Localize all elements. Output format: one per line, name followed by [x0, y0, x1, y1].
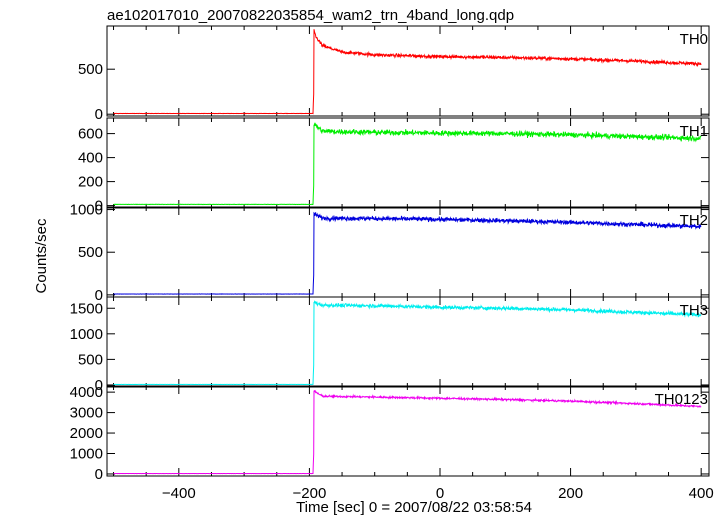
- panel-frame: [106, 25, 710, 117]
- x-axis-label: Time [sec] 0 = 2007/08/22 03:58:54: [296, 499, 532, 516]
- panels: 0 500 TH0 0 200 400 600 TH1 0 500 1000 TH2 0 500 1000 1…: [70, 25, 714, 502]
- panel-frame: [106, 117, 710, 209]
- x-tick-label: 200: [558, 485, 583, 502]
- series-line-th0: [113, 29, 702, 115]
- y-tick-label: 500: [78, 61, 103, 78]
- series-label: TH0: [680, 31, 708, 48]
- y-tick-label: 2000: [70, 425, 103, 442]
- series-label: TH3: [680, 302, 708, 319]
- y-tick-label: 0: [95, 106, 103, 123]
- series-label: TH2: [680, 212, 708, 229]
- panel-th3: 0 500 1000 1500 TH3: [70, 296, 710, 394]
- y-tick-label: 0: [95, 466, 103, 483]
- panel-frame: [106, 206, 710, 298]
- series-label: TH1: [680, 123, 708, 140]
- x-tick-label: −200: [293, 485, 327, 502]
- series-line-th0123: [113, 389, 702, 475]
- y-tick-label: 500: [78, 244, 103, 261]
- y-tick-label: 400: [78, 150, 103, 167]
- y-tick-label: 0: [95, 287, 103, 304]
- series-label: TH0123: [655, 391, 708, 408]
- panel-th0: 0 500 TH0: [78, 25, 710, 123]
- y-tick-label: 0: [95, 377, 103, 394]
- panel-frame: [106, 296, 710, 388]
- x-tick-label: −400: [162, 485, 196, 502]
- y-axis-label: Counts/sec: [33, 218, 50, 294]
- x-tick-label: 400: [689, 485, 714, 502]
- panel-frame: [106, 385, 710, 477]
- y-tick-label: 200: [78, 174, 103, 191]
- y-tick-label: 4000: [70, 384, 103, 401]
- chart-title: ae102017010_20070822035854_wam2_trn_4ban…: [107, 7, 514, 24]
- y-tick-label: 0: [95, 198, 103, 215]
- panel-th0123: 0 1000 2000 3000 4000 TH0123: [70, 384, 710, 483]
- series-line-th2: [113, 211, 702, 295]
- y-tick-label: 600: [78, 126, 103, 143]
- series-line-th3: [113, 300, 702, 386]
- x-tick-label: 0: [436, 485, 444, 502]
- panel-th1: 0 200 400 600 TH1: [78, 117, 710, 215]
- y-tick-label: 500: [78, 351, 103, 368]
- y-tick-label: 3000: [70, 405, 103, 422]
- y-tick-label: 1000: [70, 446, 103, 463]
- y-tick-label: 1000: [70, 326, 103, 343]
- y-tick-label: 1000: [70, 202, 103, 219]
- series-line-th1: [113, 122, 702, 206]
- y-tick-label: 1500: [70, 300, 103, 317]
- panel-th2: 0 500 1000 TH2: [70, 202, 710, 304]
